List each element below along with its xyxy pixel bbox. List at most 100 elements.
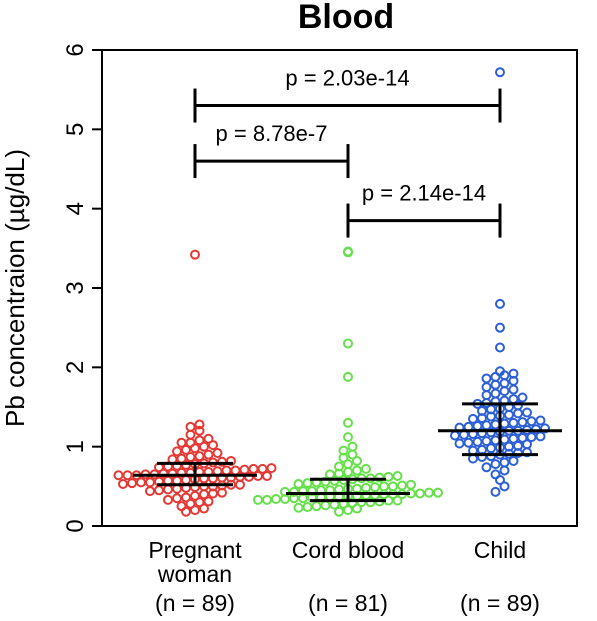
data-point <box>481 462 492 473</box>
data-point <box>388 481 398 492</box>
data-point <box>513 408 523 419</box>
data-point <box>522 439 532 450</box>
data-point <box>280 494 290 505</box>
data-point <box>307 486 317 497</box>
data-point <box>517 392 528 403</box>
data-point <box>190 490 200 501</box>
data-point <box>145 477 155 488</box>
p-value-label: p = 2.14e-14 <box>362 181 486 206</box>
data-point <box>172 493 182 504</box>
data-point <box>185 498 196 509</box>
data-point <box>194 419 205 430</box>
data-point <box>311 501 322 512</box>
data-point <box>415 488 425 499</box>
category-label-line2: woman <box>157 561 232 587</box>
data-point <box>486 427 496 438</box>
data-point <box>208 488 218 499</box>
data-point <box>127 478 137 489</box>
data-point <box>185 421 196 432</box>
data-point <box>163 484 173 495</box>
data-point <box>185 429 196 440</box>
y-tick-label: 5 <box>62 123 89 136</box>
data-point <box>190 505 200 516</box>
data-point <box>379 481 389 492</box>
data-point <box>167 468 178 479</box>
data-point <box>199 441 209 452</box>
data-point <box>181 459 191 470</box>
data-point <box>203 433 214 444</box>
data-point <box>477 451 487 462</box>
data-point <box>517 417 528 428</box>
data-point <box>334 468 344 479</box>
data-point <box>531 424 541 435</box>
data-point <box>526 416 537 427</box>
data-point <box>522 447 532 458</box>
data-point <box>522 407 532 418</box>
data-point <box>490 396 501 407</box>
data-point <box>145 486 155 497</box>
data-point <box>154 485 164 496</box>
data-point <box>172 460 182 471</box>
data-point <box>490 459 501 470</box>
y-tick-label: 1 <box>62 440 89 453</box>
data-point <box>185 451 196 462</box>
data-point <box>392 471 403 482</box>
data-point <box>486 411 496 422</box>
data-point <box>194 497 205 508</box>
data-point <box>172 446 182 457</box>
data-point <box>338 452 349 463</box>
significance-brackets: p = 2.03e-14 p = 8.78e-7 p = 2.14e-14 <box>193 66 502 238</box>
data-point <box>122 470 133 481</box>
data-point <box>508 384 519 395</box>
data-point <box>508 433 519 444</box>
data-point <box>262 494 272 505</box>
data-point <box>433 487 443 498</box>
data-point <box>481 420 492 431</box>
data-point <box>181 474 191 485</box>
data-point <box>486 443 496 454</box>
data-point <box>343 417 353 428</box>
data-point <box>397 480 407 491</box>
data-point <box>392 495 403 506</box>
data-point <box>370 490 380 501</box>
data-point <box>535 415 546 426</box>
data-point <box>334 506 344 517</box>
data-point <box>424 487 434 498</box>
data-point <box>495 474 505 485</box>
data-point <box>477 428 487 439</box>
sample-size-label: (n = 89) <box>155 590 235 616</box>
data-point <box>203 496 214 507</box>
p-value-label: p = 8.78e-7 <box>216 121 328 146</box>
data-point <box>181 444 191 455</box>
data-point <box>495 342 505 353</box>
data-point <box>352 503 362 514</box>
data-point <box>320 500 331 511</box>
data-point <box>454 438 465 449</box>
data-point <box>472 436 483 447</box>
data-point <box>481 390 492 401</box>
data-point <box>343 432 353 443</box>
data-point <box>504 409 514 420</box>
data-point <box>495 298 505 309</box>
data-point <box>343 371 353 382</box>
data-point <box>370 482 380 493</box>
data-point <box>508 455 519 466</box>
data-point <box>477 413 487 424</box>
data-point <box>499 481 510 492</box>
data-point <box>217 487 227 498</box>
data-point <box>490 486 501 497</box>
data-point <box>347 449 358 460</box>
data-point <box>262 471 272 482</box>
data-point <box>343 247 353 258</box>
sample-size-label: (n = 89) <box>460 590 540 616</box>
y-tick-label: 0 <box>62 519 89 532</box>
data-point <box>203 449 214 460</box>
data-point <box>293 478 304 489</box>
data-point <box>190 249 200 260</box>
data-point <box>450 430 460 441</box>
y-tick-label: 3 <box>62 281 89 294</box>
data-point <box>199 503 209 514</box>
data-point <box>136 477 146 488</box>
category-label: Child <box>474 537 526 563</box>
